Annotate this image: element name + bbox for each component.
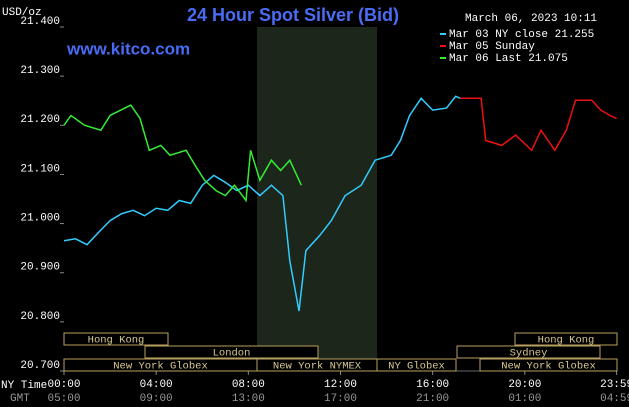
session-box: [479, 358, 618, 372]
x-tick-label: 08:00: [232, 379, 265, 391]
session-label: New York NYMEX: [273, 360, 362, 372]
session-label: Sydney: [510, 347, 548, 359]
unit-label: USD/oz: [2, 7, 42, 19]
gmt-label: GMT: [10, 393, 30, 405]
gmt-tick-label: 21:00: [416, 393, 449, 405]
price-line: [63, 104, 302, 203]
legend-entry: Mar 03 NY close 21.255: [449, 29, 594, 41]
gmt-tick-label: 09:00: [140, 393, 173, 405]
session-label: Hong Kong: [88, 334, 145, 346]
session-label: New York Globex: [113, 360, 208, 372]
y-tick-label: 21.200: [20, 114, 60, 126]
session-label: London: [213, 347, 251, 359]
gmt-tick-label: 04:59: [600, 393, 629, 405]
x-tick-label: 16:00: [416, 379, 449, 391]
session-box: [376, 358, 457, 372]
timestamp: March 06, 2023 10:11: [465, 13, 597, 25]
y-tick-label: 20.700: [20, 360, 60, 372]
session-box: [514, 332, 618, 346]
x-tick-label: 20:00: [508, 379, 541, 391]
x-tick-label: 00:00: [47, 379, 80, 391]
ny-time-label: NY Time: [1, 380, 47, 392]
legend-entry: Mar 05 Sunday: [449, 41, 535, 53]
gmt-tick-label: 13:00: [232, 393, 265, 405]
session-label: NY Globex: [388, 360, 445, 372]
session-box: [63, 332, 169, 346]
gmt-tick-label: 01:00: [508, 393, 541, 405]
y-tick-label: 21.100: [20, 163, 60, 175]
x-tick-label: 12:00: [324, 379, 357, 391]
nymex-band: [257, 27, 377, 371]
website: www.kitco.com: [66, 39, 190, 58]
chart-title: 24 Hour Spot Silver (Bid): [187, 5, 399, 25]
y-tick-label: 21.300: [20, 65, 60, 77]
x-tick-label: 04:00: [140, 379, 173, 391]
session-box: [456, 345, 601, 359]
x-tick-label: 23:59: [600, 379, 629, 391]
gmt-tick-label: 05:00: [47, 393, 80, 405]
price-line: [460, 97, 617, 152]
session-box: [144, 345, 319, 359]
price-line: [63, 95, 461, 312]
legend-entry: Mar 06 Last 21.075: [449, 53, 568, 65]
gmt-tick-label: 17:00: [324, 393, 357, 405]
session-label: Hong Kong: [538, 334, 595, 346]
session-label: New York Globex: [501, 360, 596, 372]
y-tick-label: 20.900: [20, 262, 60, 274]
legend-box: [436, 27, 617, 67]
y-tick-label: 21.000: [20, 212, 60, 224]
y-tick-label: 21.400: [20, 16, 60, 28]
y-tick-label: 20.800: [20, 311, 60, 323]
